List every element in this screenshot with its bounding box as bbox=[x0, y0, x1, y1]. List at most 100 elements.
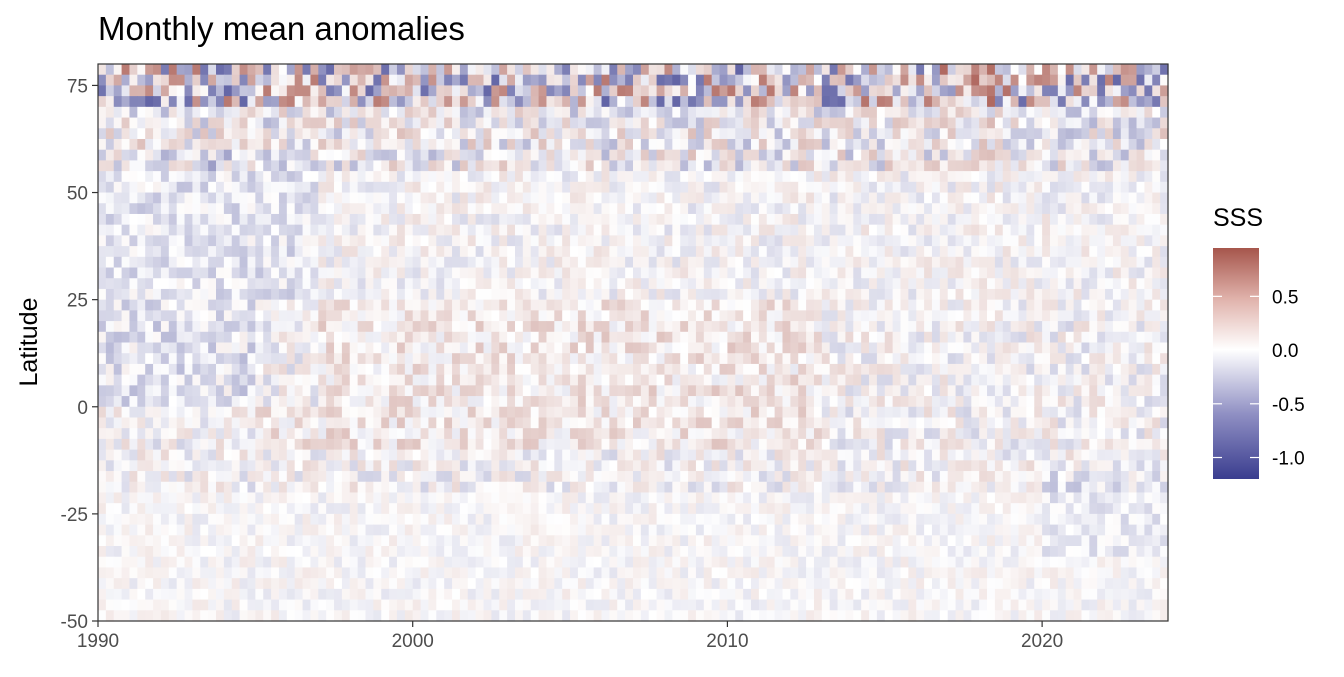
heatmap-cell bbox=[1136, 278, 1145, 290]
heatmap-cell bbox=[931, 203, 941, 215]
heatmap-cell bbox=[404, 213, 414, 226]
heatmap-cell bbox=[373, 213, 382, 226]
heatmap-cell bbox=[987, 342, 996, 354]
heatmap-cell bbox=[444, 331, 453, 344]
heatmap-cell bbox=[145, 85, 154, 97]
heatmap-cell bbox=[577, 203, 587, 215]
heatmap-cell bbox=[1112, 385, 1122, 397]
heatmap-cell bbox=[428, 171, 437, 183]
heatmap-cell bbox=[1018, 203, 1027, 215]
heatmap-cell bbox=[263, 417, 272, 429]
heatmap-cell bbox=[145, 449, 154, 461]
heatmap-cell bbox=[1152, 128, 1161, 140]
heatmap-cell bbox=[837, 353, 847, 365]
heatmap-cell bbox=[1018, 417, 1027, 429]
heatmap-cell bbox=[530, 299, 540, 311]
heatmap-cell bbox=[703, 106, 713, 119]
heatmap-cell bbox=[979, 406, 988, 419]
heatmap-cell bbox=[137, 428, 146, 440]
heatmap-cell bbox=[845, 224, 854, 236]
heatmap-cell bbox=[1081, 246, 1090, 258]
heatmap-cell bbox=[908, 363, 917, 376]
heatmap-cell bbox=[530, 385, 540, 397]
heatmap-cell bbox=[1097, 417, 1106, 429]
heatmap-cell bbox=[916, 74, 925, 87]
heatmap-cell bbox=[1002, 342, 1012, 354]
heatmap-cell bbox=[507, 181, 516, 194]
heatmap-cell bbox=[467, 64, 477, 76]
heatmap-cell bbox=[326, 374, 335, 386]
heatmap-cell bbox=[1010, 299, 1020, 311]
heatmap-cell bbox=[664, 396, 673, 408]
heatmap-cell bbox=[278, 342, 288, 354]
heatmap-cell bbox=[766, 74, 776, 87]
heatmap-cell bbox=[774, 224, 784, 236]
heatmap-cell bbox=[168, 428, 178, 440]
heatmap-cell bbox=[263, 117, 272, 129]
heatmap-cell bbox=[436, 74, 445, 87]
heatmap-cell bbox=[444, 128, 453, 140]
heatmap-cell bbox=[263, 160, 272, 172]
heatmap-cell bbox=[570, 278, 579, 290]
heatmap-cell bbox=[876, 299, 886, 311]
heatmap-cell bbox=[1128, 342, 1138, 354]
heatmap-cell bbox=[884, 85, 894, 97]
heatmap-cell bbox=[916, 353, 925, 365]
heatmap-cell bbox=[743, 385, 752, 397]
heatmap-cell bbox=[790, 374, 799, 386]
heatmap-cell bbox=[908, 374, 917, 386]
heatmap-cell bbox=[648, 117, 658, 129]
heatmap-cell bbox=[648, 331, 658, 344]
heatmap-cell bbox=[924, 299, 933, 311]
heatmap-cell bbox=[656, 428, 666, 440]
heatmap-cell bbox=[876, 406, 886, 419]
heatmap-cell bbox=[105, 438, 115, 451]
heatmap-cell bbox=[577, 246, 587, 258]
heatmap-cell bbox=[774, 396, 784, 408]
heatmap-cell bbox=[680, 192, 689, 204]
heatmap-cell bbox=[1026, 278, 1035, 290]
heatmap-cell bbox=[294, 278, 304, 290]
heatmap-cell bbox=[538, 192, 548, 204]
heatmap-cell bbox=[459, 438, 469, 451]
heatmap-cell bbox=[1144, 288, 1153, 301]
heatmap-cell bbox=[247, 203, 256, 215]
heatmap-cell bbox=[727, 106, 736, 119]
heatmap-cell bbox=[790, 310, 799, 322]
heatmap-cell bbox=[782, 310, 791, 322]
heatmap-cell bbox=[1160, 224, 1169, 236]
heatmap-cell bbox=[680, 160, 689, 172]
heatmap-cell bbox=[514, 74, 524, 87]
heatmap-cell bbox=[1160, 353, 1169, 365]
heatmap-cell bbox=[979, 246, 988, 258]
heatmap-cell bbox=[869, 149, 878, 161]
heatmap-cell bbox=[609, 299, 618, 311]
heatmap-cell bbox=[955, 171, 965, 183]
heatmap-cell bbox=[160, 374, 170, 386]
heatmap-cell bbox=[145, 106, 154, 119]
heatmap-cell bbox=[286, 203, 296, 215]
heatmap-cell bbox=[412, 406, 422, 419]
heatmap-cell bbox=[412, 438, 422, 451]
heatmap-cell bbox=[412, 128, 422, 140]
heatmap-cell bbox=[971, 117, 980, 129]
heatmap-cell bbox=[1089, 310, 1098, 322]
heatmap-cell bbox=[475, 171, 485, 183]
heatmap-cell bbox=[695, 385, 705, 397]
heatmap-cell bbox=[774, 363, 784, 376]
heatmap-cell bbox=[727, 310, 736, 322]
heatmap-cell bbox=[790, 278, 799, 290]
heatmap-cell bbox=[570, 353, 579, 365]
heatmap-cell bbox=[774, 256, 784, 269]
heatmap-cell bbox=[633, 353, 642, 365]
heatmap-cell bbox=[389, 374, 398, 386]
heatmap-cell bbox=[853, 256, 862, 269]
heatmap-cell bbox=[420, 235, 430, 247]
heatmap-cell bbox=[192, 278, 201, 290]
heatmap-cell bbox=[1073, 385, 1083, 397]
heatmap-cell bbox=[617, 160, 626, 172]
heatmap-cell bbox=[845, 438, 854, 451]
heatmap-cell bbox=[798, 149, 807, 161]
heatmap-cell bbox=[798, 246, 807, 258]
heatmap-cell bbox=[373, 256, 382, 269]
